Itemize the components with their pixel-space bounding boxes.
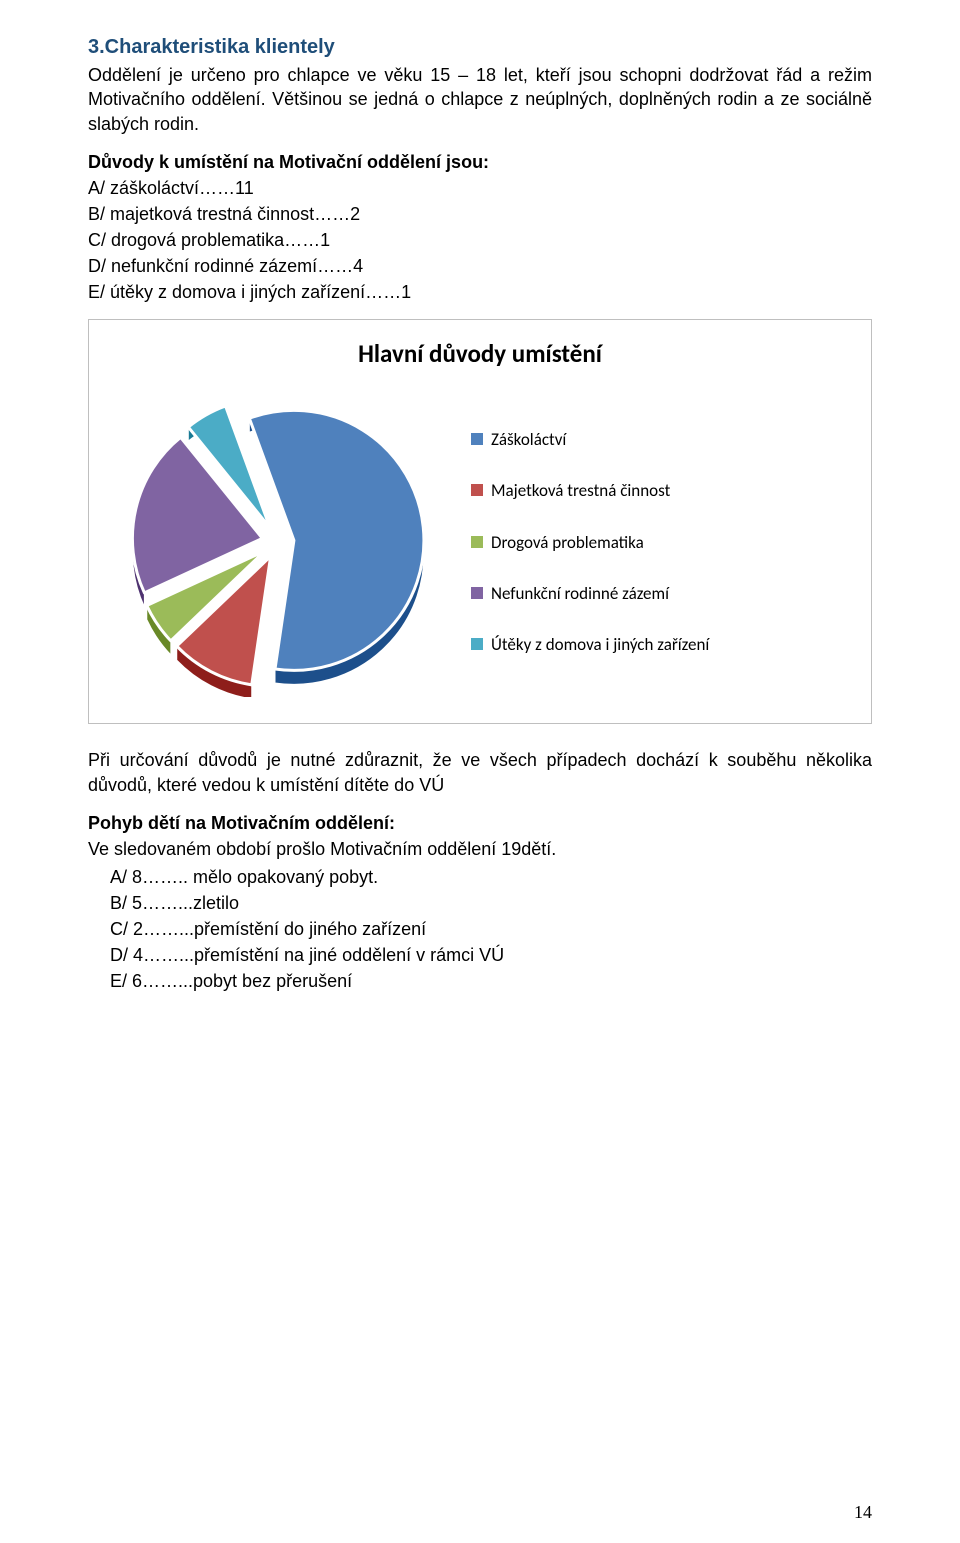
legend-label: Záškoláctví (491, 429, 566, 450)
list-item: B/ majetková trestná činnost……2 (88, 201, 872, 227)
legend-label: Majetková trestná činnost (491, 480, 670, 501)
list-item: E/ 6……...pobyt bez přerušení (88, 968, 872, 994)
list-item: C/ 2……...přemístění do jiného zařízení (88, 916, 872, 942)
legend-swatch (471, 638, 483, 650)
legend-swatch (471, 433, 483, 445)
legend-item: Útěky z domova i jiných zařízení (471, 634, 847, 655)
legend-label: Drogová problematika (491, 532, 644, 553)
list-item: E/ útěky z domova i jiných zařízení……1 (88, 279, 872, 305)
list-item: B/ 5……...zletilo (88, 890, 872, 916)
chart-title: Hlavní důvody umístění (113, 338, 847, 369)
list-item: C/ drogová problematika……1 (88, 227, 872, 253)
list-item: A/ 8…….. mělo opakovaný pobyt. (88, 864, 872, 890)
legend-swatch (471, 587, 483, 599)
pie-chart (113, 377, 443, 697)
note-paragraph: Při určování důvodů je nutné zdůraznit, … (88, 748, 872, 797)
reasons-list: A/ záškoláctví……11 B/ majetková trestná … (88, 175, 872, 305)
chart-container: Hlavní důvody umístění Záškoláctví Majetk… (88, 319, 872, 724)
reasons-heading: Důvody k umístění na Motivační oddělení … (88, 152, 872, 173)
section-title: 3.Charakteristika klientely (88, 36, 872, 59)
legend-swatch (471, 484, 483, 496)
legend-item: Majetková trestná činnost (471, 480, 847, 501)
legend-item: Nefunkční rodinné zázemí (471, 583, 847, 604)
movement-line: Ve sledovaném období prošlo Motivačním o… (88, 836, 872, 862)
movement-intro: Ve sledovaném období prošlo Motivačním o… (88, 836, 872, 862)
chart-legend: Záškoláctví Majetková trestná činnost Drog… (471, 419, 847, 655)
legend-swatch (471, 536, 483, 548)
legend-item: Drogová problematika (471, 532, 847, 553)
list-item: A/ záškoláctví……11 (88, 175, 872, 201)
list-item: D/ nefunkční rodinné zázemí……4 (88, 253, 872, 279)
intro-paragraph: Oddělení je určeno pro chlapce ve věku 1… (88, 63, 872, 136)
list-item: D/ 4……...přemístění na jiné oddělení v r… (88, 942, 872, 968)
legend-label: Nefunkční rodinné zázemí (491, 583, 669, 604)
legend-item: Záškoláctví (471, 429, 847, 450)
movement-heading: Pohyb dětí na Motivačním oddělení: (88, 813, 872, 834)
page: 3.Charakteristika klientely Oddělení je … (0, 0, 960, 1543)
page-number: 14 (854, 1502, 872, 1523)
legend-label: Útěky z domova i jiných zařízení (491, 634, 709, 655)
movement-list: A/ 8…….. mělo opakovaný pobyt. B/ 5……...… (88, 864, 872, 994)
